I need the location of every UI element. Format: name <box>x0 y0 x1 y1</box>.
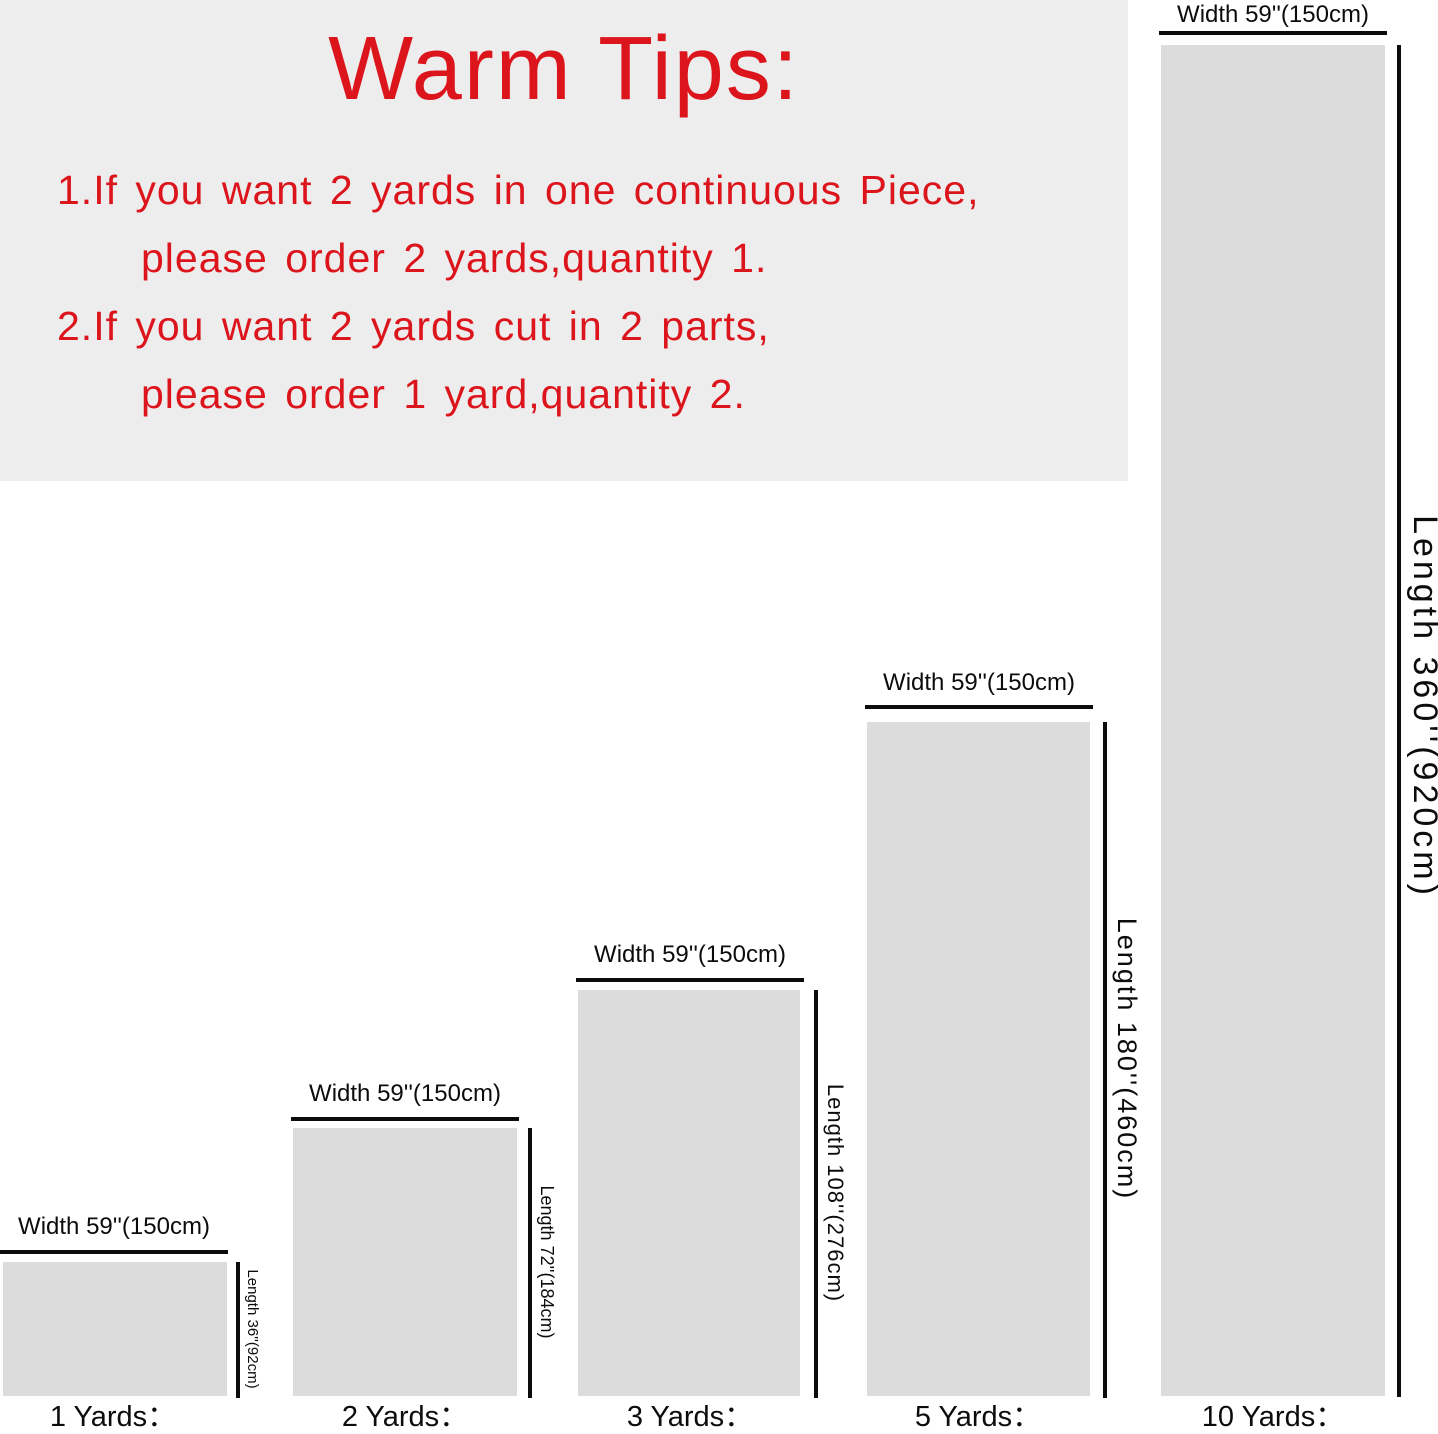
length-measure-line <box>1397 45 1401 1397</box>
fabric-swatch <box>3 1262 227 1396</box>
width-dimension-label: Width 59''(150cm) <box>883 669 1075 696</box>
length-measure-line <box>1103 722 1107 1398</box>
tip-line-1: 1.If you want 2 yards in one continuous … <box>57 167 980 213</box>
yard-caption: 10 Yards： <box>1201 1401 1345 1433</box>
width-measure-line <box>576 978 804 982</box>
warm-tips-title: Warm Tips: <box>328 19 800 119</box>
fabric-swatch <box>1161 45 1385 1396</box>
width-measure-line <box>1159 31 1387 35</box>
tip-line-3: 2.If you want 2 yards cut in 2 parts, <box>57 303 770 349</box>
fabric-swatch <box>867 722 1090 1396</box>
yard-caption: 2 Yards： <box>341 1401 469 1433</box>
length-dimension-label: Length 180''(460cm) <box>1112 917 1142 1201</box>
length-measure-line <box>528 1128 532 1398</box>
width-dimension-label: Width 59''(150cm) <box>1177 1 1369 28</box>
warm-tips-body: 1.If you want 2 yards in one continuous … <box>57 156 1117 428</box>
yard-caption: 1 Yards： <box>49 1401 177 1433</box>
tip-line-2: please order 2 yards,quantity 1. <box>141 235 768 281</box>
width-dimension-label: Width 59''(150cm) <box>18 1213 210 1240</box>
warm-tips-panel: Warm Tips: 1.If you want 2 yards in one … <box>0 0 1128 481</box>
length-dimension-label: Length 36''(92cm) <box>244 1269 261 1389</box>
yard-caption: 5 Yards： <box>914 1401 1042 1433</box>
width-dimension-label: Width 59''(150cm) <box>309 1080 501 1107</box>
length-measure-line <box>814 990 818 1398</box>
length-dimension-label: Length 72''(184cm) <box>537 1185 557 1339</box>
tip-line-4: please order 1 yard,quantity 2. <box>141 371 746 417</box>
fabric-swatch <box>293 1128 517 1396</box>
length-dimension-label: Length 108''(276cm) <box>823 1083 848 1303</box>
yard-caption: 3 Yards： <box>626 1401 754 1433</box>
width-measure-line <box>291 1117 519 1121</box>
width-measure-line <box>865 705 1093 709</box>
length-dimension-label: Length 360''(920cm) <box>1406 515 1438 899</box>
width-measure-line <box>0 1250 228 1254</box>
width-dimension-label: Width 59''(150cm) <box>594 941 786 968</box>
fabric-swatch <box>578 990 800 1396</box>
length-measure-line <box>236 1262 240 1398</box>
